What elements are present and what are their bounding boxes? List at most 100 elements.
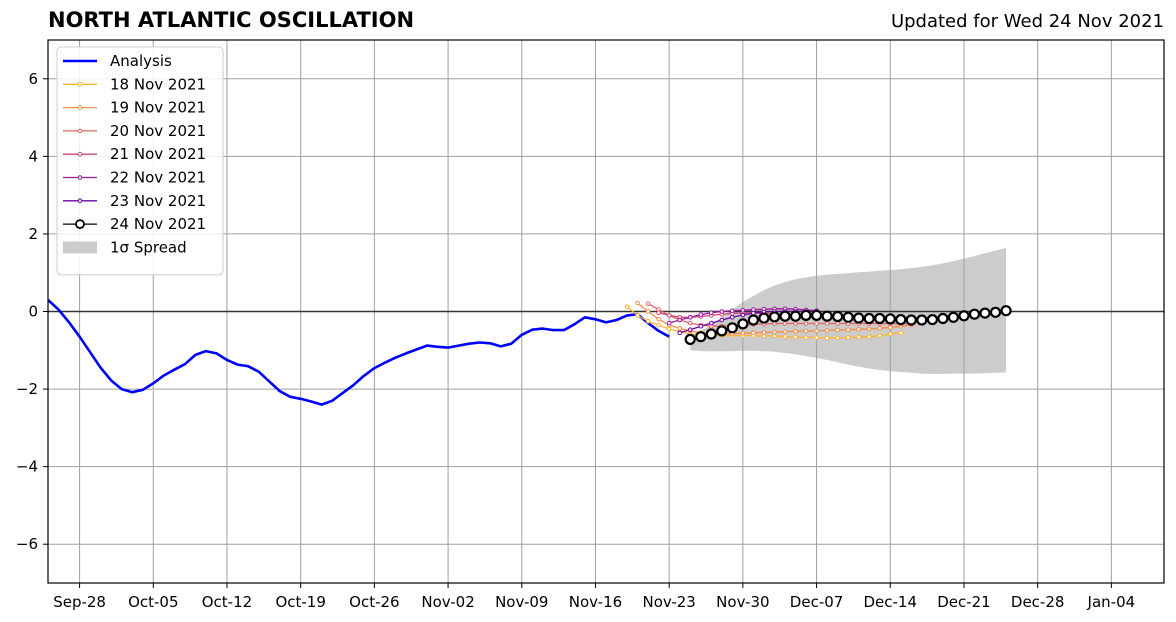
x-tick-label: Oct-19 xyxy=(275,593,325,611)
forecast-point xyxy=(635,300,640,306)
forecast-point xyxy=(968,308,981,320)
y-tick-label: −4 xyxy=(16,458,38,476)
x-tick-label: Jan-04 xyxy=(1087,593,1136,611)
forecast-point xyxy=(761,330,767,335)
forecast-point xyxy=(888,331,893,337)
forecast-point xyxy=(768,311,781,323)
x-tick-label: Nov-02 xyxy=(421,593,474,611)
y-tick-label: 2 xyxy=(28,225,38,243)
forecast-point xyxy=(814,335,819,340)
forecast-point xyxy=(789,310,802,322)
forecast-point xyxy=(989,306,1002,318)
x-tick-label: Dec-07 xyxy=(790,593,844,611)
forecast-point xyxy=(624,304,630,310)
forecast-point xyxy=(814,328,819,334)
chart-title: NORTH ATLANTIC OSCILLATION xyxy=(48,8,415,32)
x-tick-label: Oct-12 xyxy=(202,593,252,611)
forecast-point xyxy=(947,311,960,323)
forecast-point xyxy=(877,325,883,331)
x-tick-label: Sep-28 xyxy=(53,593,106,611)
forecast-point xyxy=(803,328,809,334)
legend-swatch xyxy=(63,241,97,254)
legend-marker xyxy=(75,219,85,230)
forecast-point xyxy=(698,323,704,329)
forecast-point xyxy=(656,310,661,316)
forecast-point xyxy=(803,335,809,340)
forecast-point xyxy=(835,321,840,326)
forecast-point xyxy=(814,321,819,326)
forecast-point xyxy=(737,318,749,330)
forecast-point xyxy=(926,314,939,326)
forecast-point xyxy=(635,313,640,318)
legend-label: 23 Nov 2021 xyxy=(110,192,206,210)
forecast-point xyxy=(740,330,746,336)
forecast-point xyxy=(730,315,735,320)
forecast-point xyxy=(874,312,886,325)
chart-subtitle: Updated for Wed 24 Nov 2021 xyxy=(890,11,1164,32)
x-tick-label: Oct-05 xyxy=(128,593,178,611)
forecast-point xyxy=(645,301,651,307)
forecast-point xyxy=(845,327,851,333)
legend-label: 20 Nov 2021 xyxy=(110,122,206,140)
forecast-point xyxy=(645,318,651,324)
forecast-point xyxy=(684,333,696,345)
forecast-point xyxy=(803,321,809,326)
forecast-point xyxy=(758,312,770,324)
forecast-series-6 xyxy=(684,305,1012,345)
forecast-point xyxy=(687,327,693,333)
forecast-point xyxy=(695,331,707,343)
axis-layer: Sep-28 Oct-05 Oct-12 Oct-19 Oct-26 Nov-02 Nov-… xyxy=(16,39,1165,611)
forecast-point xyxy=(782,334,788,340)
y-tick-label: 0 xyxy=(28,303,38,321)
legend-marker xyxy=(77,82,83,87)
analysis-line xyxy=(47,298,670,406)
legend-label: 21 Nov 2021 xyxy=(110,145,206,163)
legend-item: 24 Nov 2021 xyxy=(63,215,206,233)
forecast-point xyxy=(719,317,725,323)
forecast-point xyxy=(810,309,823,321)
legend-label: 1σ Spread xyxy=(110,238,187,256)
forecast-point xyxy=(905,314,917,326)
legend-label: Analysis xyxy=(110,52,172,70)
forecast-point xyxy=(747,314,760,326)
forecast-point xyxy=(877,333,883,338)
forecast-point xyxy=(656,317,661,322)
forecast-point xyxy=(645,309,651,314)
forecast-point xyxy=(853,312,865,324)
legend-label: 19 Nov 2021 xyxy=(110,99,206,117)
x-tick-label: Dec-28 xyxy=(1011,593,1065,611)
forecast-point xyxy=(958,310,970,322)
forecast-point xyxy=(979,307,991,319)
forecast-point xyxy=(916,314,928,326)
forecast-point xyxy=(845,335,851,340)
forecast-point xyxy=(666,326,672,332)
forecast-point xyxy=(866,334,872,340)
forecast-point xyxy=(1000,305,1012,317)
forecast-point xyxy=(782,321,788,326)
legend-item: 21 Nov 2021 xyxy=(63,145,206,163)
forecast-point xyxy=(835,327,840,333)
forecast-point xyxy=(863,312,875,325)
forecast-point xyxy=(782,329,788,335)
forecast-point xyxy=(698,312,704,317)
legend-item: 23 Nov 2021 xyxy=(63,192,206,210)
forecast-point xyxy=(687,320,693,326)
forecast-point xyxy=(937,312,949,325)
legend-marker xyxy=(77,175,83,180)
legend-item: 1σ Spread xyxy=(63,238,187,256)
forecast-point xyxy=(772,333,777,339)
legend-item: 22 Nov 2021 xyxy=(63,169,206,187)
forecast-point xyxy=(666,313,672,318)
forecast-point xyxy=(793,321,798,326)
legend: Analysis 18 Nov 2021 19 Nov 2021 20 Nov 202… xyxy=(56,46,224,276)
forecast-point xyxy=(730,308,735,314)
forecast-point xyxy=(856,327,862,332)
forecast-point xyxy=(800,309,812,321)
x-tick-label: Dec-21 xyxy=(937,593,991,611)
forecast-point xyxy=(898,330,904,336)
legend-label: 24 Nov 2021 xyxy=(110,215,206,233)
forecast-point xyxy=(824,321,830,326)
forecast-point xyxy=(824,328,830,333)
x-tick-label: Nov-16 xyxy=(569,593,622,611)
